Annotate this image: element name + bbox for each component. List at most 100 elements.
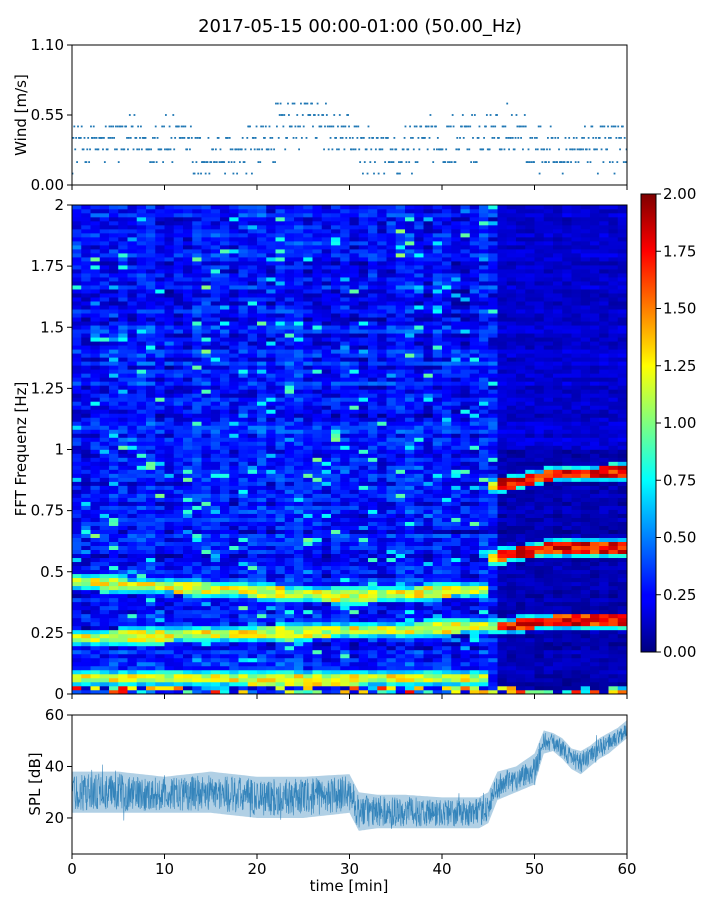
wind-point bbox=[185, 148, 188, 151]
spectrogram-cell bbox=[340, 601, 350, 607]
spectrogram-cell bbox=[349, 289, 360, 294]
spectrogram-cell bbox=[386, 321, 397, 326]
spectrogram-cell bbox=[238, 665, 249, 671]
spectrogram-cell bbox=[257, 669, 267, 675]
spectrogram-cell bbox=[164, 237, 175, 242]
spectrogram-cell bbox=[386, 461, 397, 466]
spectrogram-cell bbox=[173, 409, 184, 414]
wind-point bbox=[436, 148, 438, 151]
spectrogram-cell bbox=[109, 537, 119, 542]
spectrogram-cell bbox=[72, 621, 82, 627]
spectrogram-cell bbox=[303, 689, 313, 694]
spectrogram-cell bbox=[210, 437, 221, 442]
spectrogram-cell bbox=[183, 505, 193, 510]
spectrogram-cell bbox=[358, 613, 369, 619]
spectrogram-cell bbox=[368, 669, 378, 675]
spectrogram-cell bbox=[266, 677, 276, 683]
spectrogram-cell bbox=[368, 473, 378, 478]
spectrogram-cell bbox=[238, 597, 249, 603]
spectrogram-cell bbox=[368, 469, 378, 474]
spectrogram-cell bbox=[395, 549, 406, 555]
spectrogram-cell bbox=[266, 233, 276, 238]
wind-point bbox=[379, 148, 382, 151]
spectrogram-cell bbox=[312, 321, 323, 326]
spectrogram-cell bbox=[72, 225, 82, 230]
spectrogram-cell bbox=[72, 325, 82, 330]
spectrogram-cell bbox=[136, 501, 147, 506]
wind-point bbox=[352, 148, 355, 151]
spectrogram-cell bbox=[210, 313, 221, 318]
spectrogram-cell bbox=[127, 365, 138, 370]
spectrogram-cell bbox=[109, 237, 119, 242]
spectrogram-cell bbox=[275, 501, 286, 506]
spectrogram-cell bbox=[395, 689, 406, 694]
spectrogram-cell bbox=[99, 529, 110, 534]
spectrogram-cell bbox=[109, 573, 119, 579]
spectrogram-cell bbox=[257, 585, 267, 591]
spectrogram-cell bbox=[127, 269, 138, 274]
spectrogram-cell bbox=[127, 633, 138, 639]
spectrogram-cell bbox=[266, 521, 276, 526]
spectrogram-cell bbox=[349, 581, 360, 587]
spectrogram-cell bbox=[72, 501, 82, 506]
spectrogram-cell bbox=[340, 477, 350, 482]
spectrogram-cell bbox=[294, 277, 304, 282]
spectrogram-cell bbox=[173, 561, 184, 567]
spectrogram-cell bbox=[395, 337, 406, 342]
spectrogram-cell bbox=[377, 237, 387, 242]
spectrogram-cell bbox=[321, 381, 332, 386]
spectrogram-cell bbox=[99, 509, 110, 514]
spectrogram-cell bbox=[349, 457, 360, 462]
spectrogram-cell bbox=[340, 365, 350, 370]
spectrogram-cell bbox=[155, 405, 165, 410]
spectrogram-cell bbox=[81, 385, 91, 390]
spectrogram-cell bbox=[340, 329, 350, 334]
spectrogram-cell bbox=[340, 681, 350, 687]
spectrogram-cell bbox=[377, 341, 387, 346]
spectrogram-cell bbox=[284, 313, 295, 318]
spectrogram-cell bbox=[210, 341, 221, 346]
spectrogram-cell bbox=[331, 313, 341, 318]
spectrogram-cell bbox=[386, 221, 397, 226]
spectrogram-cell bbox=[183, 461, 193, 466]
spectrogram-cell bbox=[229, 401, 239, 406]
spectrogram-cell bbox=[127, 421, 138, 426]
spectrogram-cell bbox=[294, 473, 304, 478]
spectrogram-cell bbox=[210, 369, 221, 374]
spectrogram-cell bbox=[72, 625, 82, 631]
spectrogram-cell bbox=[368, 285, 378, 290]
spectrogram-cell bbox=[136, 365, 147, 370]
spectrogram-cell bbox=[99, 297, 110, 302]
spectrogram-cell bbox=[238, 625, 249, 631]
spectrogram-cell bbox=[109, 249, 119, 254]
spectrogram-cell bbox=[173, 345, 184, 350]
spectrogram-cell bbox=[303, 477, 313, 482]
wind-point bbox=[325, 102, 327, 105]
spectrogram-cell bbox=[127, 325, 138, 330]
spectrogram-cell bbox=[220, 605, 230, 611]
spectrogram-cell bbox=[220, 597, 230, 603]
spectrogram-cell bbox=[349, 669, 360, 675]
spectrogram-cell bbox=[81, 457, 91, 462]
wind-point bbox=[547, 161, 550, 163]
spectrogram-cell bbox=[284, 613, 295, 619]
spectrogram-cell bbox=[358, 485, 369, 490]
spectrogram-cell bbox=[303, 249, 313, 254]
spectrogram-cell bbox=[331, 285, 341, 290]
spectrogram-cell bbox=[127, 253, 138, 258]
spectrogram-cell bbox=[183, 445, 193, 450]
spectrogram-cell bbox=[312, 441, 323, 446]
spectrogram-cell bbox=[247, 233, 258, 238]
spectrogram-cell bbox=[210, 577, 221, 583]
spectrogram-cell bbox=[340, 509, 350, 514]
spectrogram-cell bbox=[284, 617, 295, 623]
spectrogram-cell bbox=[349, 557, 360, 563]
spectrogram-cell bbox=[173, 425, 184, 430]
spectrogram-cell bbox=[395, 381, 406, 386]
spectrogram-cell bbox=[368, 485, 378, 490]
spectrogram-cell bbox=[266, 569, 276, 575]
spectrogram-cell bbox=[90, 645, 101, 651]
spectrogram-cell bbox=[155, 369, 165, 374]
spectrogram-cell bbox=[247, 457, 258, 462]
spectrogram-cell bbox=[81, 605, 91, 611]
